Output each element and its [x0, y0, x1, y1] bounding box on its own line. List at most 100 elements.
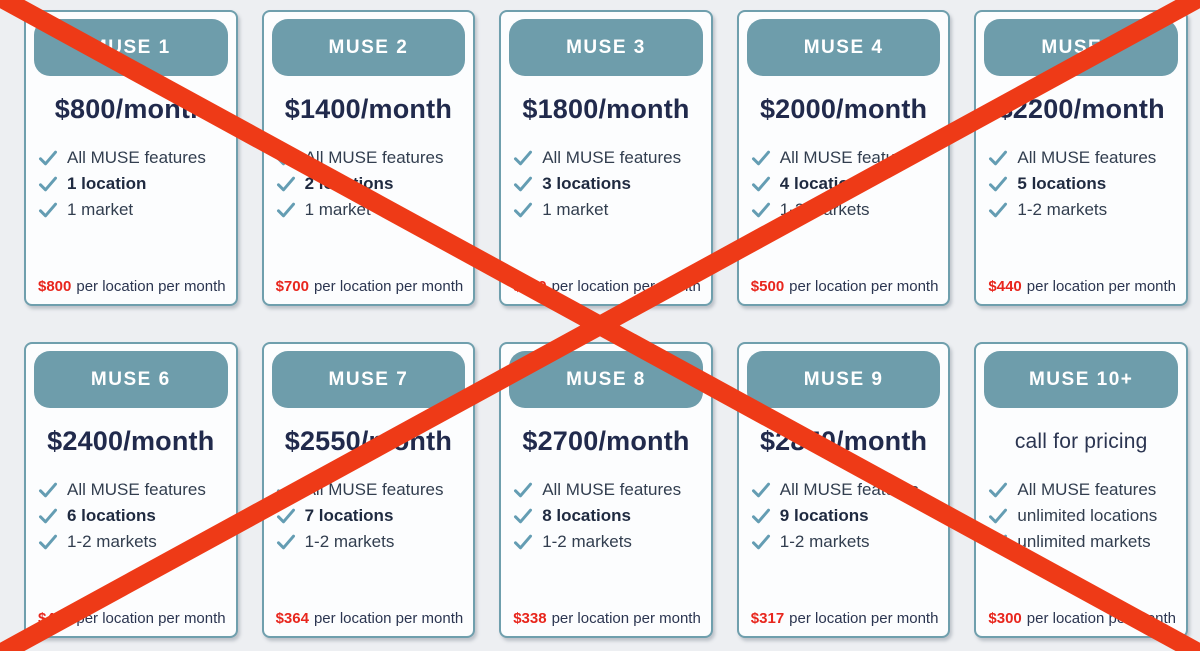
feature-item: 1 market — [276, 197, 468, 223]
per-location-price-line: $364 per location per month — [276, 610, 464, 627]
pricing-card-muse-10plus: MUSE 10+ call for pricing All MUSE featu… — [974, 342, 1188, 638]
feature-list: All MUSE features 7 locations 1-2 market… — [264, 477, 474, 555]
feature-label: unlimited markets — [1017, 532, 1151, 551]
plan-price: $2550/month — [284, 426, 453, 456]
feature-label: 3 locations — [542, 174, 631, 193]
pricing-grid: MUSE 1 $800/month All MUSE features 1 lo… — [24, 10, 1188, 638]
plan-price: $800/month — [54, 94, 207, 124]
feature-label: 1-2 markets — [67, 532, 157, 551]
feature-item: 1 market — [513, 197, 705, 223]
feature-label: All MUSE features — [779, 148, 919, 167]
check-icon — [751, 174, 771, 194]
feature-item: 2 locations — [276, 171, 468, 197]
per-location-price-line: $338 per location per month — [513, 610, 701, 627]
feature-label: 1 market — [542, 200, 609, 219]
per-location-price-line: $317 per location per month — [751, 610, 939, 627]
plan-price: $2700/month — [522, 426, 690, 456]
check-icon — [513, 148, 533, 168]
card-header: MUSE 5 — [984, 19, 1178, 76]
per-location-price: $400 — [38, 610, 72, 627]
pricing-card-muse-6: MUSE 6 $2400/month All MUSE features 6 l… — [24, 342, 238, 638]
feature-item: 5 locations — [988, 171, 1180, 197]
feature-item: 1-2 markets — [751, 529, 943, 555]
plan-name: MUSE 1 — [90, 36, 171, 58]
check-icon — [513, 532, 533, 552]
check-icon — [276, 200, 296, 220]
feature-item: 1 market — [38, 197, 230, 223]
per-location-suffix: per location per month — [313, 278, 464, 295]
feature-item: 7 locations — [276, 503, 468, 529]
feature-item: 1-2 markets — [988, 197, 1180, 223]
feature-label: All MUSE features — [67, 480, 206, 499]
check-icon — [751, 506, 771, 526]
feature-label: 8 locations — [542, 506, 631, 525]
card-header: MUSE 4 — [746, 19, 941, 76]
feature-list: All MUSE features 6 locations 1-2 market… — [26, 477, 236, 555]
feature-label: All MUSE features — [542, 148, 682, 167]
per-location-suffix: per location per month — [1026, 610, 1177, 627]
feature-label: 1-2 markets — [304, 532, 395, 551]
check-icon — [751, 200, 771, 220]
feature-item: All MUSE features — [751, 145, 943, 171]
card-header: MUSE 10+ — [984, 351, 1178, 408]
per-location-price-line: $800 per location per month — [38, 278, 226, 295]
feature-label: 6 locations — [67, 506, 156, 525]
plan-name: MUSE 10+ — [1028, 368, 1134, 390]
feature-label: 1-2 markets — [542, 532, 632, 551]
feature-item: All MUSE features — [38, 477, 230, 503]
feature-list: All MUSE features 2 locations 1 market — [264, 145, 474, 223]
per-location-suffix: per location per month — [551, 278, 701, 295]
check-icon — [751, 480, 771, 500]
feature-label: 1 market — [67, 200, 134, 219]
check-icon — [38, 480, 58, 500]
per-location-suffix: per location per month — [789, 610, 939, 627]
feature-item: 9 locations — [751, 503, 943, 529]
per-location-price: $800 — [38, 278, 72, 295]
feature-label: All MUSE features — [304, 480, 444, 499]
per-location-price-line: $300 per location per month — [988, 610, 1176, 627]
per-location-suffix: per location per month — [1026, 278, 1177, 295]
feature-label: 4 locations — [779, 174, 869, 193]
check-icon — [751, 532, 771, 552]
plan-price: $2400/month — [47, 426, 215, 456]
check-icon — [276, 174, 296, 194]
feature-item: 1-2 markets — [276, 529, 468, 555]
feature-item: All MUSE features — [38, 145, 230, 171]
feature-label: 1 market — [304, 200, 371, 219]
check-icon — [988, 200, 1008, 220]
feature-label: All MUSE features — [542, 480, 682, 499]
feature-label: All MUSE features — [67, 148, 206, 167]
feature-label: 1-2 markets — [779, 200, 870, 219]
feature-item: All MUSE features — [276, 145, 468, 171]
plan-name: MUSE 3 — [566, 36, 646, 58]
check-icon — [38, 532, 58, 552]
check-icon — [38, 174, 58, 194]
per-location-suffix: per location per month — [551, 610, 701, 627]
per-location-price-line: $400 per location per month — [38, 610, 226, 627]
feature-item: 8 locations — [513, 503, 705, 529]
card-header: MUSE 6 — [34, 351, 228, 408]
feature-label: 2 locations — [304, 174, 394, 193]
pricing-card-muse-2: MUSE 2 $1400/month All MUSE features 2 l… — [261, 10, 476, 306]
plan-name: MUSE 5 — [1041, 36, 1122, 58]
per-location-suffix: per location per month — [76, 278, 226, 295]
feature-label: All MUSE features — [304, 148, 444, 167]
per-location-suffix: per location per month — [789, 278, 939, 295]
feature-item: All MUSE features — [513, 145, 705, 171]
feature-item: unlimited locations — [988, 503, 1180, 529]
feature-label: All MUSE features — [779, 480, 919, 499]
card-header: MUSE 7 — [271, 351, 466, 408]
plan-price: $2200/month — [997, 94, 1165, 124]
feature-list: All MUSE features 8 locations 1-2 market… — [501, 477, 711, 555]
check-icon — [276, 506, 296, 526]
check-icon — [513, 506, 533, 526]
feature-label: 1 location — [67, 174, 147, 193]
feature-label: 1-2 markets — [779, 532, 870, 551]
pricing-card-muse-1: MUSE 1 $800/month All MUSE features 1 lo… — [24, 10, 238, 306]
plan-name: MUSE 6 — [90, 368, 171, 390]
feature-list: All MUSE features 9 locations 1-2 market… — [739, 477, 949, 555]
check-icon — [751, 148, 771, 168]
feature-label: 1-2 markets — [1017, 200, 1108, 219]
feature-item: 6 locations — [38, 503, 230, 529]
plan-name: MUSE 7 — [328, 368, 409, 390]
